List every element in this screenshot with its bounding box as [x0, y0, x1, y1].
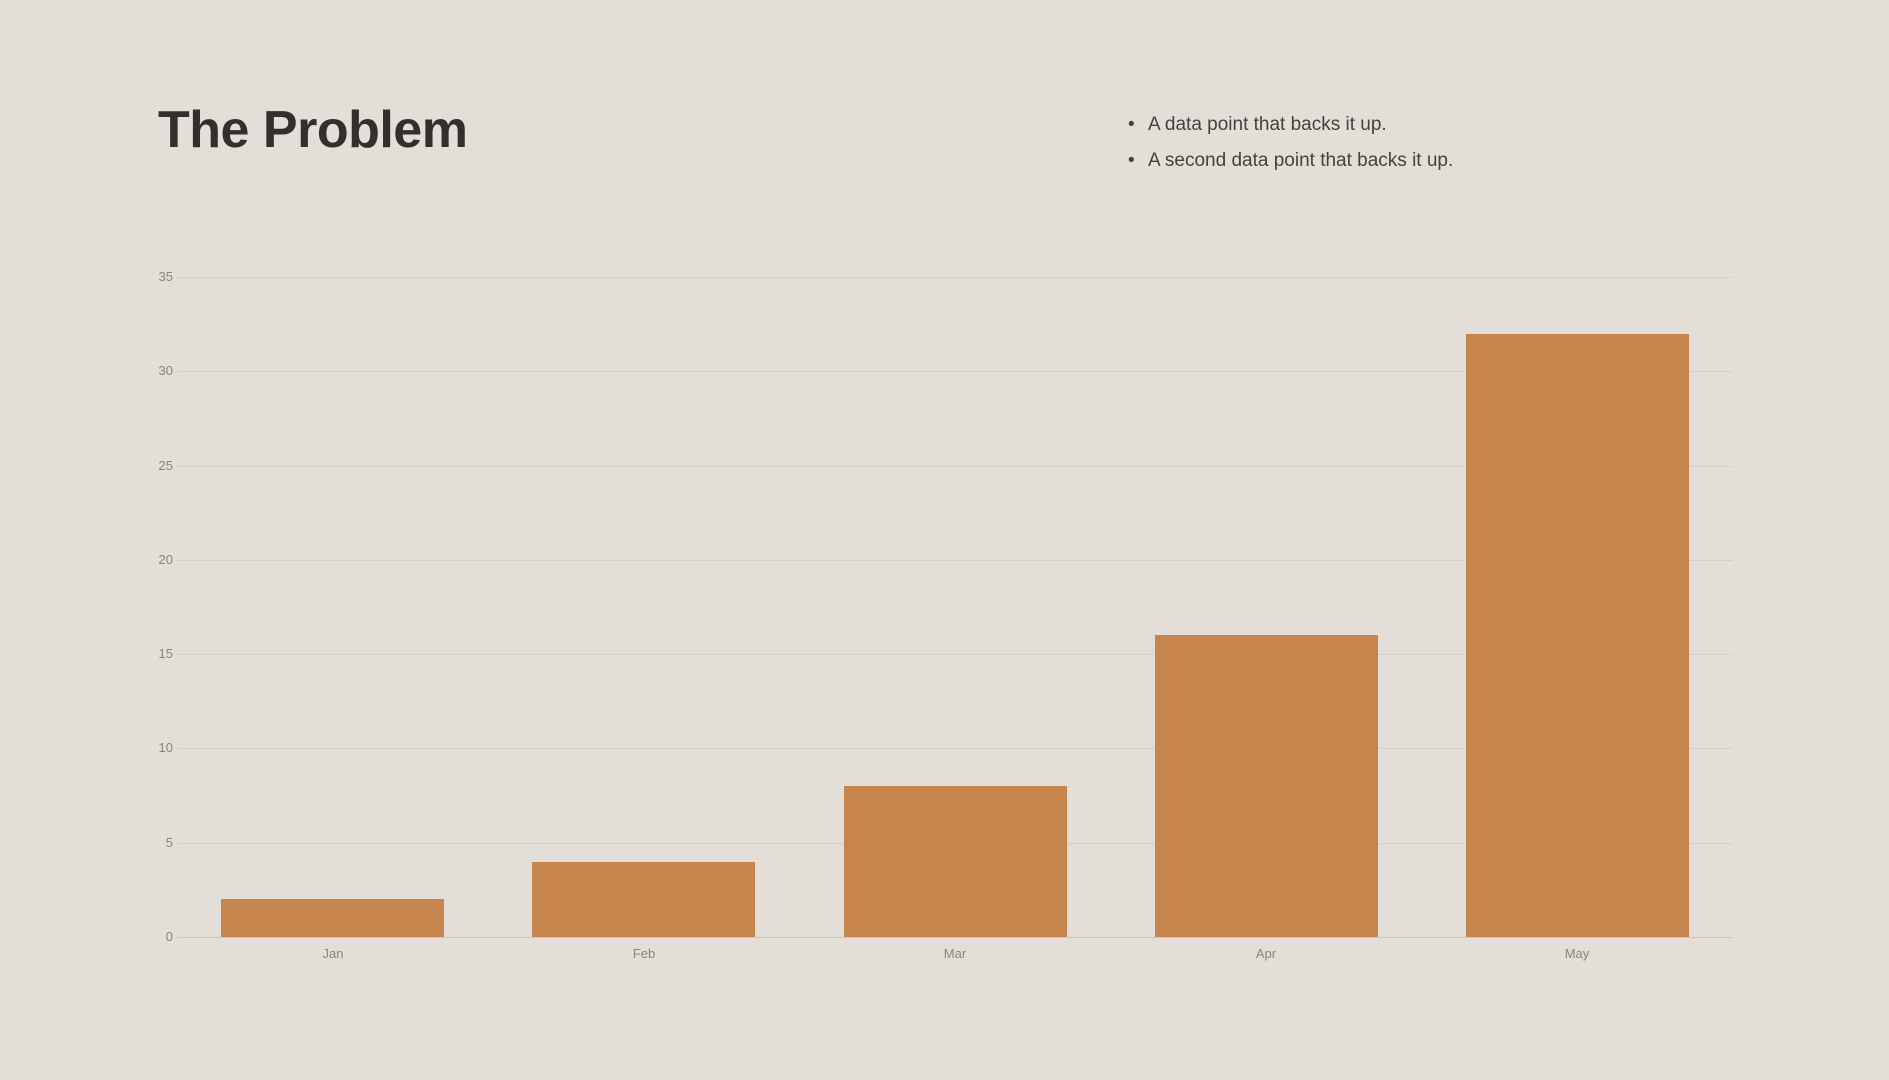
bullet-list: • A data point that backs it up. • A sec… — [1128, 115, 1453, 187]
bar-apr — [1155, 635, 1378, 937]
x-tick-label: Mar — [943, 946, 967, 961]
x-tick-label: Feb — [632, 946, 656, 961]
y-tick-label: 0 — [165, 929, 173, 944]
y-tick-label: 5 — [165, 835, 173, 850]
gridline — [177, 748, 1733, 749]
x-tick-label: Apr — [1255, 946, 1277, 961]
gridline — [177, 654, 1733, 655]
gridline — [177, 371, 1733, 372]
list-item: • A second data point that backs it up. — [1128, 151, 1453, 171]
y-tick-label: 15 — [158, 646, 173, 661]
bar-mar — [844, 786, 1067, 937]
y-tick-label: 35 — [158, 269, 173, 284]
bullet-text: A second data point that backs it up. — [1148, 150, 1454, 171]
x-tick-label: Jan — [322, 946, 344, 961]
x-tick-label: May — [1564, 946, 1590, 961]
y-tick-label: 30 — [158, 363, 173, 378]
y-tick-label: 25 — [158, 458, 173, 473]
bar-may — [1466, 334, 1689, 937]
bullet-icon: • — [1128, 150, 1135, 171]
y-tick-label: 20 — [158, 552, 173, 567]
bullet-icon: • — [1128, 114, 1135, 135]
bar-jan — [221, 899, 444, 937]
bar-feb — [532, 862, 755, 937]
slide-title: The Problem — [158, 101, 468, 159]
x-axis-line — [177, 937, 1733, 938]
bullet-text: A data point that backs it up. — [1148, 114, 1387, 135]
y-tick-label: 10 — [158, 740, 173, 755]
gridline — [177, 466, 1733, 467]
gridline — [177, 560, 1733, 561]
list-item: • A data point that backs it up. — [1128, 115, 1453, 135]
gridline — [177, 277, 1733, 278]
